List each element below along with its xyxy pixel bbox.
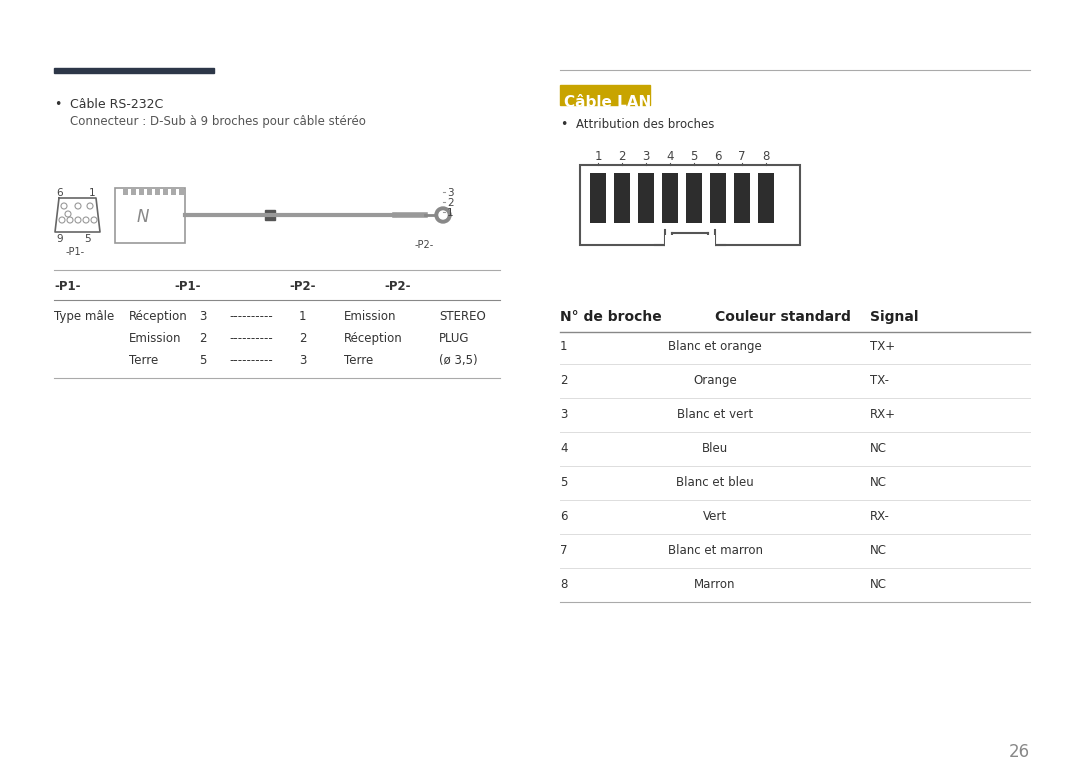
Text: PLUG: PLUG [438,332,470,345]
Bar [580,165,800,245]
Text: Attribution des broches: Attribution des broches [576,118,714,131]
Bar [710,173,726,223]
Text: 2: 2 [618,150,625,163]
Text: 2: 2 [199,332,206,345]
Text: Réception: Réception [345,332,403,345]
Bar [662,173,678,223]
Text: -P2-: -P2- [384,280,410,293]
Bar [54,68,214,73]
Text: Terre: Terre [345,354,374,367]
Text: 1: 1 [561,340,567,353]
Bar [665,235,715,250]
Text: ----------: ---------- [229,310,273,323]
Text: -P2-: -P2- [289,280,315,293]
Text: 3: 3 [643,150,650,163]
Text: 1: 1 [447,208,454,218]
Text: 2: 2 [447,198,454,208]
Text: Blanc et marron: Blanc et marron [667,544,762,557]
Text: N° de broche: N° de broche [561,310,662,324]
Text: -P1-: -P1- [54,280,81,293]
Bar [147,187,152,195]
Text: 2: 2 [561,374,567,387]
Text: 7: 7 [739,150,746,163]
Text: Vert: Vert [703,510,727,523]
Bar [758,173,774,223]
Text: Terre: Terre [129,354,159,367]
Text: RX-: RX- [870,510,890,523]
Text: Câble LAN: Câble LAN [564,95,651,110]
Text: (ø 3,5): (ø 3,5) [438,354,477,367]
Text: 4: 4 [666,150,674,163]
Text: 8: 8 [762,150,770,163]
Text: Blanc et vert: Blanc et vert [677,408,753,421]
Circle shape [435,207,451,223]
Text: Connecteur : D-Sub à 9 broches pour câble stéréo: Connecteur : D-Sub à 9 broches pour câbl… [70,115,366,128]
Text: NC: NC [870,476,887,489]
Text: 3: 3 [199,310,206,323]
Text: ----------: ---------- [229,332,273,345]
Bar [156,187,160,195]
Text: 1: 1 [594,150,602,163]
Text: STEREO: STEREO [438,310,486,323]
Text: TX+: TX+ [870,340,895,353]
Text: 9: 9 [56,234,63,244]
Text: ----------: ---------- [229,354,273,367]
Bar [114,188,185,243]
Bar [265,210,275,220]
Text: 6: 6 [561,510,567,523]
Bar [131,187,136,195]
Text: Signal: Signal [870,310,918,324]
Circle shape [438,211,447,219]
Text: NC: NC [870,578,887,591]
Bar [179,187,184,195]
Text: 1: 1 [299,310,307,323]
Text: Bleu: Bleu [702,442,728,455]
Bar [638,173,654,223]
Text: NC: NC [870,442,887,455]
Text: •: • [54,98,62,111]
Text: 2: 2 [299,332,307,345]
Text: •: • [561,118,567,131]
Text: TX-: TX- [870,374,889,387]
Bar [123,187,129,195]
Text: 4: 4 [561,442,567,455]
Text: 6: 6 [714,150,721,163]
Text: 8: 8 [561,578,567,591]
Bar [590,173,606,223]
Text: Emission: Emission [345,310,396,323]
Text: Câble RS-232C: Câble RS-232C [70,98,163,111]
Bar [734,173,750,223]
Text: 3: 3 [447,188,454,198]
Text: 26: 26 [1009,743,1030,761]
Text: Emission: Emission [129,332,181,345]
Text: NC: NC [870,544,887,557]
Bar [163,187,168,195]
Text: 5: 5 [84,234,91,244]
Text: Type mâle: Type mâle [54,310,114,323]
Text: Couleur standard: Couleur standard [715,310,851,324]
Text: 3: 3 [299,354,307,367]
Text: 1: 1 [89,188,96,198]
Text: 5: 5 [561,476,567,489]
Text: Orange: Orange [693,374,737,387]
Bar [139,187,144,195]
Text: Réception: Réception [129,310,188,323]
Bar [561,85,650,105]
Text: -P1-: -P1- [174,280,201,293]
Text: 7: 7 [561,544,567,557]
Bar [171,187,176,195]
Text: 5: 5 [199,354,206,367]
Text: N: N [137,208,149,226]
Text: Blanc et orange: Blanc et orange [669,340,761,353]
Text: 6: 6 [56,188,63,198]
Text: -P1-: -P1- [66,247,85,257]
Text: -P2-: -P2- [415,240,434,250]
Text: Marron: Marron [694,578,735,591]
Text: 5: 5 [690,150,698,163]
Text: 3: 3 [561,408,567,421]
Bar [686,173,702,223]
Text: Blanc et bleu: Blanc et bleu [676,476,754,489]
Text: RX+: RX+ [870,408,896,421]
Bar [615,173,630,223]
